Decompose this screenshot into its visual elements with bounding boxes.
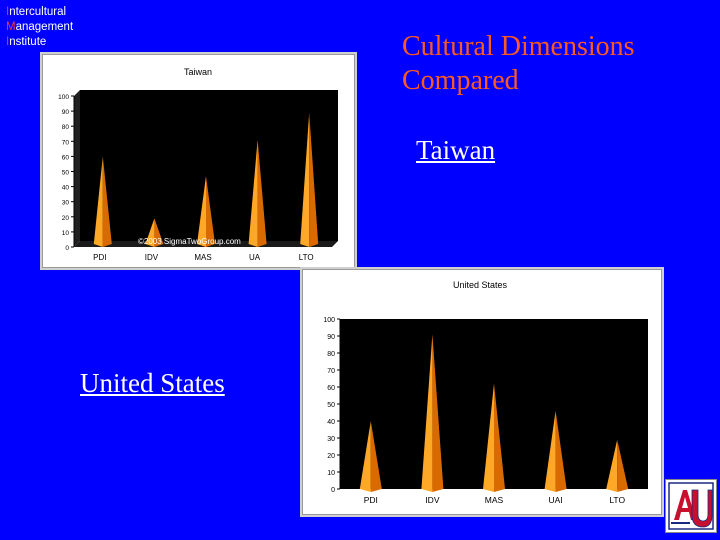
logo-graphic [668, 482, 714, 530]
us-y-tick-label: 10 [327, 470, 335, 477]
united-states-chart-svg: United States 0 10 20 30 40 50 60 70 80 90 100 PDI ID… [323, 280, 648, 505]
taiwan-category-label: MAS [194, 253, 211, 262]
taiwan-bar [197, 176, 206, 247]
taiwan-chart-title: Taiwan [184, 67, 212, 77]
taiwan-y-tick-label: 10 [62, 230, 70, 237]
us-y-tick-label: 20 [327, 453, 335, 460]
american-university-logo-icon [665, 479, 717, 533]
us-y-tick-label: 30 [327, 436, 335, 443]
taiwan-bar-shade [309, 112, 319, 247]
taiwan-bar [248, 139, 258, 247]
taiwan-y-tick-label: 0 [65, 245, 69, 252]
institute-line-1: Intercultural [6, 6, 67, 18]
us-bar-shade [494, 383, 505, 492]
slide-title: Cultural Dimensions Compared [402, 30, 712, 98]
us-category-label: MAS [485, 495, 504, 505]
taiwan-y-tick-label: 30 [62, 200, 70, 207]
taiwan-bar-shade [154, 218, 164, 247]
taiwan-y-tick-label: 80 [62, 124, 70, 131]
slide-title-line-2: Compared [402, 65, 519, 96]
taiwan-category-label: UA [249, 253, 261, 262]
taiwan-category-label: IDV [145, 253, 159, 262]
taiwan-y-tick-label: 70 [62, 139, 70, 146]
taiwan-chart-svg: Taiwan 0 10 20 30 40 50 60 70 80 90 100 PDI IDV MAS UA L… [58, 67, 338, 262]
taiwan-category-label: LTO [299, 253, 314, 262]
taiwan-y-tick-label: 100 [58, 94, 69, 101]
us-bar-shade [370, 421, 382, 492]
us-bar [359, 421, 371, 492]
us-category-label: PDI [364, 495, 378, 505]
taiwan-y-tick-label: 40 [62, 185, 70, 192]
us-category-label: UAI [549, 495, 563, 505]
united-states-link[interactable]: United States [80, 368, 225, 398]
us-y-tick-label: 40 [327, 419, 335, 426]
us-y-tick-label: 80 [327, 351, 335, 358]
united-states-chart: United States 0 10 20 30 40 50 60 70 80 90 100 PDI ID… [300, 267, 664, 517]
us-bar-shade [555, 410, 567, 492]
taiwan-plot-side-wall [74, 90, 80, 247]
us-y-tick-label: 100 [323, 317, 335, 324]
us-bar [483, 383, 494, 492]
taiwan-bar [145, 218, 155, 247]
us-y-tick-label: 0 [331, 487, 335, 494]
us-category-label: LTO [609, 495, 625, 505]
taiwan-y-tick-label: 90 [62, 109, 70, 116]
taiwan-y-tick-label: 50 [62, 170, 70, 177]
taiwan-y-tick-label: 60 [62, 154, 70, 161]
institute-line-2: Management [6, 21, 74, 33]
taiwan-bar-shade [257, 139, 267, 247]
us-bar-shade [617, 439, 629, 492]
us-y-tick-label: 70 [327, 368, 335, 375]
taiwan-bar [93, 156, 103, 247]
taiwan-bar-shade [206, 176, 215, 247]
taiwan-watermark: ©2003 SigmaTwoGroup.com [138, 237, 241, 246]
us-category-label: IDV [425, 495, 440, 505]
taiwan-y-tick-label: 20 [62, 215, 70, 222]
us-bar [606, 439, 618, 492]
taiwan-bar [300, 112, 310, 247]
us-bar [544, 410, 556, 492]
us-chart-title: United States [453, 280, 508, 290]
institute-name: Intercultural Management Institute [6, 5, 73, 50]
us-bar [421, 334, 433, 492]
us-y-tick-label: 50 [327, 402, 335, 409]
slide-title-line-1: Cultural Dimensions [402, 31, 635, 62]
us-bar-shade [432, 334, 444, 492]
us-y-tick-label: 60 [327, 385, 335, 392]
taiwan-bar-shade [102, 156, 112, 247]
institute-line-3: Institute [6, 36, 47, 48]
taiwan-link[interactable]: Taiwan [416, 135, 496, 165]
taiwan-chart: Taiwan 0 10 20 30 40 50 60 70 80 90 100 PDI IDV MAS UA L… [40, 52, 357, 270]
us-y-tick-label: 90 [327, 334, 335, 341]
taiwan-category-label: PDI [93, 253, 106, 262]
